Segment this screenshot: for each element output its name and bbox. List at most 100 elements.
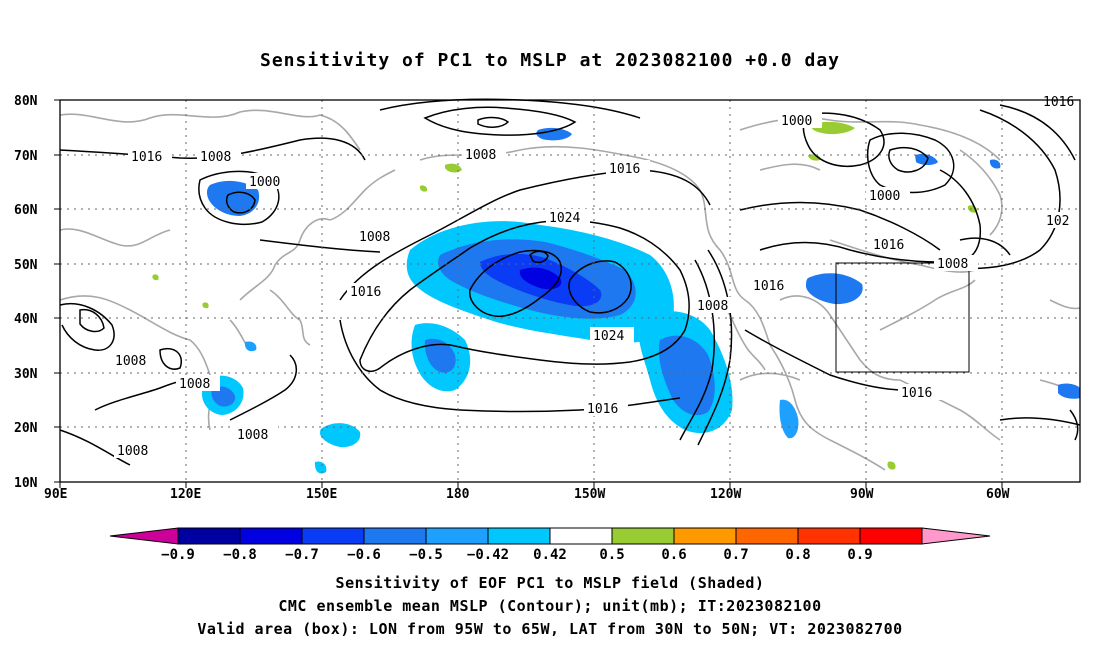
contour-label: 1008 <box>934 255 978 272</box>
contour-label: 1008 <box>176 375 220 392</box>
coastlines <box>59 109 1081 471</box>
svg-text:1008: 1008 <box>179 377 210 392</box>
svg-text:1008: 1008 <box>465 148 496 163</box>
plot-frame <box>59 99 1081 483</box>
colorbar-label: 0.9 <box>847 547 872 563</box>
colorbar-label: −0.7 <box>285 547 319 563</box>
svg-text:1008: 1008 <box>237 428 268 443</box>
latitude-labels: 80N 70N 60N 50N 40N 30N 20N 10N <box>14 94 38 491</box>
caption-line-2: CMC ensemble mean MSLP (Contour); unit(m… <box>278 597 822 615</box>
contour-label: 1016 <box>1040 94 1080 110</box>
svg-text:1016: 1016 <box>350 285 381 300</box>
colorbar-swatch <box>611 527 675 545</box>
svg-text:102: 102 <box>1046 214 1069 229</box>
colorbar-label: 0.5 <box>599 547 624 563</box>
contour-label: 1016 <box>606 160 650 177</box>
contour-label: 1000 <box>246 173 290 190</box>
contour-label: 1008 <box>234 426 278 443</box>
contour-label: 1008 <box>114 442 158 459</box>
contour-labels: 1016 1008 1000 1008 1000 1016 1024 1008 … <box>112 94 1080 459</box>
valid-area-box <box>835 262 970 373</box>
colorbar-label: 0.8 <box>785 547 810 563</box>
colorbar-swatch <box>425 527 489 545</box>
contour-label: 1016 <box>584 400 628 417</box>
contour-label: 1016 <box>347 283 391 300</box>
svg-text:1016: 1016 <box>1043 95 1074 110</box>
svg-text:1024: 1024 <box>593 329 624 344</box>
colorbar-label: −0.9 <box>161 547 195 563</box>
lat-tick-label: 40N <box>14 312 38 327</box>
colorbar-swatch <box>859 527 923 545</box>
colorbar-label: −0.6 <box>347 547 381 563</box>
colorbar-left-arrow <box>109 527 179 545</box>
contour-label: 1008 <box>694 297 738 314</box>
contour-label: 1008 <box>197 148 241 165</box>
tick-marks <box>54 99 1003 488</box>
colorbar-label: −0.8 <box>223 547 257 563</box>
svg-text:1016: 1016 <box>587 402 618 417</box>
svg-text:1000: 1000 <box>869 189 900 204</box>
svg-text:1008: 1008 <box>937 257 968 272</box>
contour-label: 1016 <box>898 384 942 401</box>
colorbar-label: 0.42 <box>533 547 567 563</box>
svg-text:1016: 1016 <box>753 279 784 294</box>
svg-text:1000: 1000 <box>249 175 280 190</box>
colorbar-swatch <box>487 527 551 545</box>
lon-tick-label: 150W <box>574 487 605 502</box>
lon-tick-label: 120E <box>170 487 201 502</box>
lon-tick-label: 90W <box>850 487 874 502</box>
lon-tick-label: 60W <box>986 487 1010 502</box>
colorbar-swatch <box>673 527 737 545</box>
colorbar-swatch <box>301 527 365 545</box>
svg-text:1008: 1008 <box>359 230 390 245</box>
contour-label: 1000 <box>778 112 822 129</box>
colorbar-swatch <box>549 527 613 545</box>
contour-label: 1008 <box>112 352 156 369</box>
colorbar-swatch <box>239 527 303 545</box>
contour-label: 102 <box>1044 212 1080 229</box>
svg-text:1016: 1016 <box>873 238 904 253</box>
contour-label: 1016 <box>750 277 794 294</box>
colorbar-label: 0.7 <box>723 547 748 563</box>
colorbar-label: 0.6 <box>661 547 686 563</box>
svg-text:1016: 1016 <box>131 150 162 165</box>
lat-tick-label: 10N <box>14 476 38 491</box>
svg-text:1000: 1000 <box>781 114 812 129</box>
map-title: Sensitivity of PC1 to MSLP at 2023082100… <box>259 50 840 71</box>
lon-tick-label: 150E <box>306 487 337 502</box>
contour-label: 1008 <box>462 146 506 163</box>
colorbar-label: −0.42 <box>467 547 509 563</box>
lat-tick-label: 70N <box>14 149 38 164</box>
caption-line-3: Valid area (box): LON from 95W to 65W, L… <box>197 620 903 638</box>
contour-label: 1024 <box>546 209 590 226</box>
svg-text:1016: 1016 <box>901 386 932 401</box>
contour-label: 1016 <box>870 236 914 253</box>
lat-tick-label: 80N <box>14 94 38 109</box>
svg-text:1008: 1008 <box>115 354 146 369</box>
lon-tick-label: 90E <box>44 487 67 502</box>
colorbar: −0.9 −0.8 −0.7 −0.6 −0.5 −0.42 0.42 0.5 0.6 0.7 0.… <box>109 527 991 563</box>
lat-tick-label: 30N <box>14 367 38 382</box>
caption-line-1: Sensitivity of EOF PC1 to MSLP field (Sh… <box>335 574 765 592</box>
colorbar-swatch <box>735 527 799 545</box>
colorbar-label: −0.5 <box>409 547 443 563</box>
lat-tick-label: 20N <box>14 421 38 436</box>
svg-text:1008: 1008 <box>200 150 231 165</box>
colorbar-swatch <box>363 527 427 545</box>
svg-text:1008: 1008 <box>117 444 148 459</box>
lat-tick-label: 50N <box>14 258 38 273</box>
lon-tick-label: 180 <box>446 487 470 502</box>
colorbar-swatch <box>797 527 861 545</box>
svg-text:1024: 1024 <box>549 211 580 226</box>
mslp-contours <box>59 98 1081 466</box>
colorbar-swatch <box>177 527 241 545</box>
longitude-labels: 90E 120E 150E 180 150W 120W 90W 60W <box>44 487 1010 502</box>
svg-text:1008: 1008 <box>697 299 728 314</box>
contour-label: 1016 <box>128 148 172 165</box>
contour-label: 1008 <box>356 228 400 245</box>
colorbar-right-arrow <box>921 527 991 545</box>
lat-tick-label: 60N <box>14 203 38 218</box>
contour-label: 1024 <box>590 327 634 344</box>
lon-tick-label: 120W <box>710 487 741 502</box>
